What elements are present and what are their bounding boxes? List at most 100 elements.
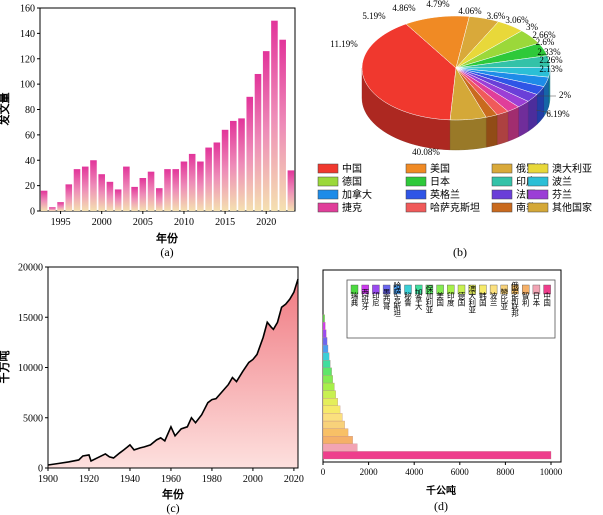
chart-a-bar (57, 202, 64, 211)
chart-b-slice (455, 16, 499, 69)
chart-b-legend-item: 日本 (405, 175, 450, 188)
chart-a-bar (65, 184, 73, 211)
chart-b-legend-item: 澳大利亚 (527, 162, 592, 175)
chart-d-legend-item: 中国 (543, 284, 552, 308)
panel-label-d: (d) (434, 499, 448, 513)
chart-b-slice-label: 3% (526, 22, 539, 32)
chart-c-ylabel: 千万吨 (0, 351, 11, 384)
chart-d-legend-label: 墨西哥 (382, 288, 391, 311)
chart-a-bar (40, 190, 48, 211)
chart-b-legend-item: 哈萨克斯坦 (405, 201, 480, 214)
chart-b-slice (449, 67, 487, 121)
chart-b-legend-label: 哈萨克斯坦 (430, 201, 480, 214)
chart-c-xtick-label: 1980 (202, 474, 222, 485)
chart-d-legend-label: 印尼 (371, 292, 380, 308)
chart-a-bar (238, 118, 245, 211)
chart-d-xtick-label: 2000 (360, 467, 379, 477)
chart-a-ytick-label: 100 (20, 80, 35, 91)
chart-a-bar (230, 120, 237, 211)
chart-d-xlabel: 千公吨 (426, 484, 456, 497)
chart-d-legend-swatch (425, 284, 434, 295)
chart-a-bar (147, 171, 155, 211)
chart-c-ytick-label: 10000 (18, 363, 43, 374)
chart-d-legend-label: 韩国 (478, 291, 487, 308)
chart-b-leader-line (535, 109, 552, 114)
chart-d-legend-swatch (393, 284, 401, 295)
chart-b-slice-label: 2.26% (539, 55, 563, 65)
chart-d-legend-label: 中国 (543, 291, 552, 308)
chart-d-legend-item: 澳大利亚 (467, 284, 476, 314)
chart-b: 40.08% 11.19% 5.19% 4.86% 4.79% 4.06% 3.6% 3.06… (317, 0, 592, 259)
chart-d-legend-label: 印度 (446, 292, 455, 308)
chart-a-xtick-label: 1995 (51, 217, 71, 228)
chart-a-xtick-label: 2015 (215, 217, 235, 228)
chart-d-legend-swatch (468, 284, 476, 295)
chart-d-legend-label: 波兰 (489, 291, 498, 307)
chart-a-bar (188, 153, 196, 211)
chart-d-legend-swatch (372, 284, 380, 295)
chart-d-legend-swatch (532, 284, 541, 295)
chart-d-xtick-label: 8000 (496, 467, 515, 477)
chart-b-legend-label: 英格兰 (430, 188, 460, 201)
chart-a-bar (49, 207, 56, 211)
chart-a-bar (254, 73, 262, 211)
chart-c-xtick-label: 2000 (243, 474, 263, 485)
chart-d-bar (322, 413, 343, 422)
chart-b-legend-item: 其他国家 (527, 201, 592, 214)
chart-b-legend-label: 加拿大 (342, 188, 372, 201)
chart-a-bar (90, 160, 97, 211)
chart-b-slice-side (507, 106, 519, 142)
chart-a-bar (213, 142, 221, 211)
chart-b-slice (455, 21, 523, 69)
chart-a-ytick-label: 80 (25, 105, 35, 116)
chart-d-bar (322, 436, 353, 444)
chart-b-slice-label: 11.19% (330, 39, 358, 49)
chart-d-bar (322, 322, 326, 330)
chart-b-slice-side (518, 101, 529, 138)
chart-d-legend-label: 赞比亚 (500, 287, 509, 310)
chart-b-legend-label: 日本 (430, 175, 450, 188)
chart-b-slice (455, 67, 520, 112)
chart-b-slice (455, 67, 498, 118)
chart-a-bar (81, 166, 89, 211)
chart-b-slice-label: 2.13% (539, 64, 563, 74)
chart-c-ytick-label: 5000 (23, 413, 43, 424)
chart-a-ytick-label: 140 (20, 29, 35, 40)
chart-b-legend-swatch (405, 163, 427, 174)
chart-b-slice-side (449, 117, 487, 151)
chart-b-slice (455, 66, 551, 78)
chart-d-bar (322, 405, 341, 414)
chart-b-slice-label: 2% (559, 90, 572, 100)
chart-b-legend-swatch (491, 163, 513, 174)
chart-c-ytick-label: 0 (38, 464, 43, 475)
chart-d-xtick-label: 6000 (451, 467, 470, 477)
panel-label-a: (a) (160, 245, 173, 259)
chart-b-slice (455, 55, 551, 69)
chart-d-legend-item: 墨西哥 (382, 284, 391, 311)
chart-a-bar (205, 147, 212, 211)
chart-c-xlabel: 年份 (162, 487, 185, 501)
chart-b-slice-label: 3.06% (505, 15, 529, 25)
chart-d-legend-item: 瑞典 (350, 284, 359, 308)
chart-b-slice (361, 23, 457, 121)
chart-a-bar (106, 181, 114, 211)
chart-d-bar (322, 428, 349, 437)
chart-a-xtick-label: 2010 (174, 217, 194, 228)
chart-a-bar (287, 170, 295, 211)
chart-b-legend-swatch (527, 189, 549, 200)
chart-d-legend-label: 西班牙 (360, 288, 369, 311)
chart-d-legend-swatch (415, 284, 423, 295)
chart-a-xtick-label: 2000 (92, 217, 112, 228)
chart-c-xtick-label: 1900 (38, 474, 58, 485)
chart-b-slice-label: 40.08% (412, 147, 440, 157)
chart-c-ytick-label: 20000 (18, 263, 43, 274)
chart-a-bar (172, 169, 180, 211)
panel-label-b: (b) (453, 245, 467, 259)
chart-d-legend-label: 秘鲁 (403, 291, 412, 308)
chart-d-legend-swatch (500, 284, 508, 295)
chart-d-legend-item: 秘鲁 (403, 284, 413, 308)
chart-a-xtick-label: 2020 (256, 217, 276, 228)
chart-d: 0 2000 4000 6000 8000 10000 瑞典 西班牙 印尼 墨西哥 哈萨克斯坦 秘鲁… (321, 269, 563, 513)
chart-b-slice-label: 6.19% (546, 109, 570, 119)
